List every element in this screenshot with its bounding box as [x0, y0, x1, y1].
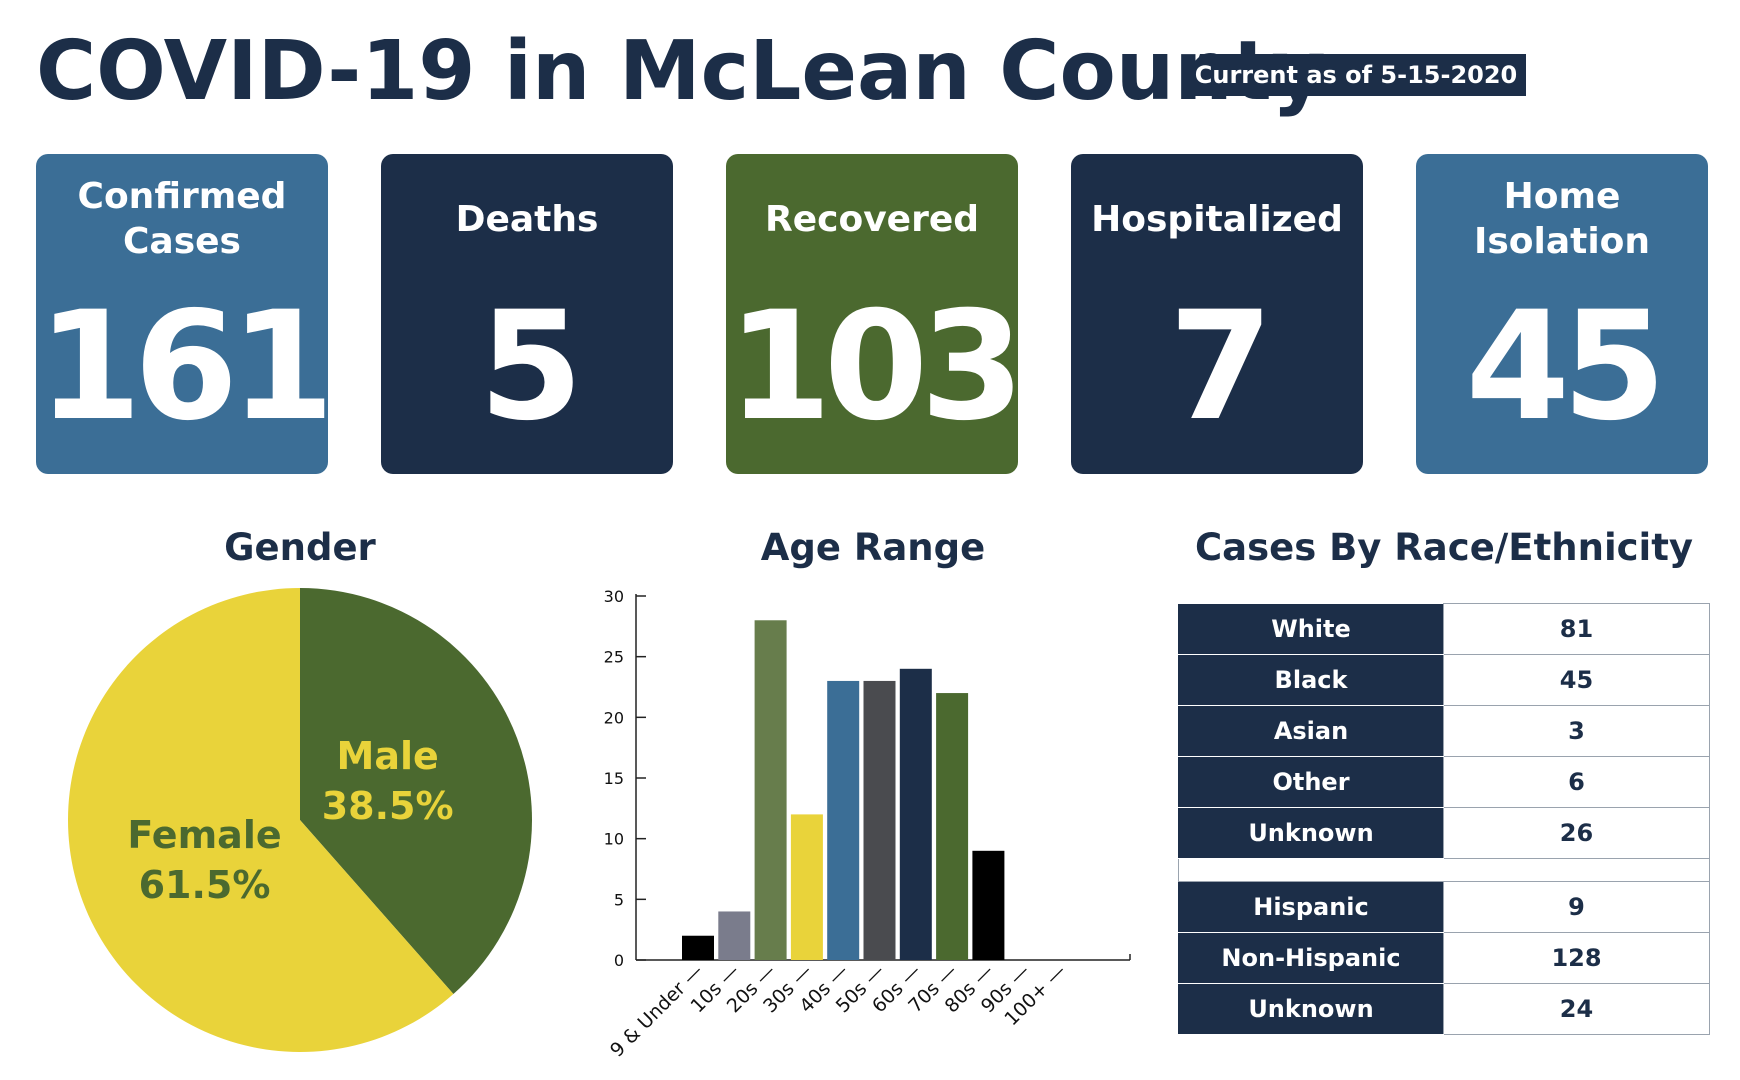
y-tick-label: 20	[604, 708, 624, 727]
stat-value: 45	[1465, 280, 1667, 454]
stat-value: 103	[727, 280, 1024, 454]
row-label: Hispanic	[1178, 881, 1444, 933]
row-label: White	[1178, 603, 1444, 655]
pie-percent-male: 38.5%	[322, 784, 454, 828]
stat-value: 7	[1168, 280, 1273, 454]
pie-slice-male	[300, 588, 532, 995]
stat-label: Home Isolation	[1473, 176, 1651, 262]
table-row: Non-Hispanic 128	[1178, 932, 1710, 984]
bar-9-under	[682, 935, 714, 960]
y-tick-label: 15	[604, 769, 624, 788]
race-ethnicity-table: White 81 Black 45 Asian 3 Other 6 Unknow…	[1178, 603, 1710, 1035]
row-label: Asian	[1178, 705, 1444, 757]
bar-60s	[899, 668, 932, 960]
bar-10s	[718, 911, 751, 960]
stat-card-deaths: Deaths 5	[381, 154, 673, 474]
y-tick-label: 5	[614, 890, 624, 909]
stat-label: Confirmed Cases	[77, 176, 287, 262]
bar-50s	[863, 680, 896, 960]
bar-70s	[936, 693, 969, 960]
gender-chart-title: Gender	[224, 526, 376, 569]
bar-80s	[972, 850, 1005, 960]
pie-percent-female: 61.5%	[139, 863, 271, 907]
date-badge: Current as of 5-15-2020	[1186, 54, 1526, 96]
stat-label: Deaths	[455, 198, 599, 240]
table-row: Black 45	[1178, 654, 1710, 706]
stat-value: 5	[478, 280, 583, 454]
stat-card-confirmed-cases: Confirmed Cases 161	[36, 154, 335, 474]
bar-40s	[827, 680, 860, 960]
table-row: Asian 3	[1178, 705, 1710, 757]
y-tick-label: 10	[604, 830, 624, 849]
pie-slice-female	[67, 588, 454, 1052]
bar-30s	[790, 814, 823, 960]
stat-label: Recovered	[764, 198, 980, 240]
pie-label-female: Female	[127, 813, 281, 857]
row-label: Unknown	[1178, 807, 1444, 859]
row-value: 6	[1443, 756, 1710, 808]
bar-20s	[754, 620, 787, 960]
y-tick-label: 25	[604, 648, 624, 667]
table-row: Unknown 24	[1178, 983, 1710, 1035]
gender-pie-chart: Male 38.5% Female 61.5%	[67, 588, 532, 1052]
stat-card-home-isolation: Home Isolation 45	[1416, 154, 1708, 474]
race-table-title: Cases By Race/Ethnicity	[1194, 526, 1694, 569]
y-tick-label: 30	[604, 587, 624, 606]
row-value: 24	[1443, 983, 1710, 1035]
stat-card-recovered: Recovered 103	[726, 154, 1025, 474]
table-row: Hispanic 9	[1178, 881, 1710, 933]
stat-value: 161	[37, 280, 334, 454]
page-title: COVID-19 in McLean County	[36, 24, 1326, 119]
row-value: 128	[1443, 932, 1710, 984]
table-spacer-row	[1178, 858, 1710, 882]
row-value: 9	[1443, 881, 1710, 933]
row-value: 3	[1443, 705, 1710, 757]
row-label: Unknown	[1178, 983, 1444, 1035]
x-tick-label: 9 & Under —	[606, 960, 708, 1062]
row-label: Non-Hispanic	[1178, 932, 1444, 984]
stat-label: Hospitalized	[1091, 198, 1343, 240]
row-label: Other	[1178, 756, 1444, 808]
table-row: Unknown 26	[1178, 807, 1710, 859]
row-value: 45	[1443, 654, 1710, 706]
spacer-cell	[1178, 858, 1710, 882]
row-value: 81	[1443, 603, 1710, 655]
y-tick-label: 0	[614, 951, 624, 970]
pie-label-male: Male	[337, 734, 439, 778]
table-row: Other 6	[1178, 756, 1710, 808]
row-label: Black	[1178, 654, 1444, 706]
table-row: White 81	[1178, 603, 1710, 655]
row-value: 26	[1443, 807, 1710, 859]
stat-card-hospitalized: Hospitalized 7	[1071, 154, 1363, 474]
age-chart-title: Age Range	[760, 526, 986, 569]
